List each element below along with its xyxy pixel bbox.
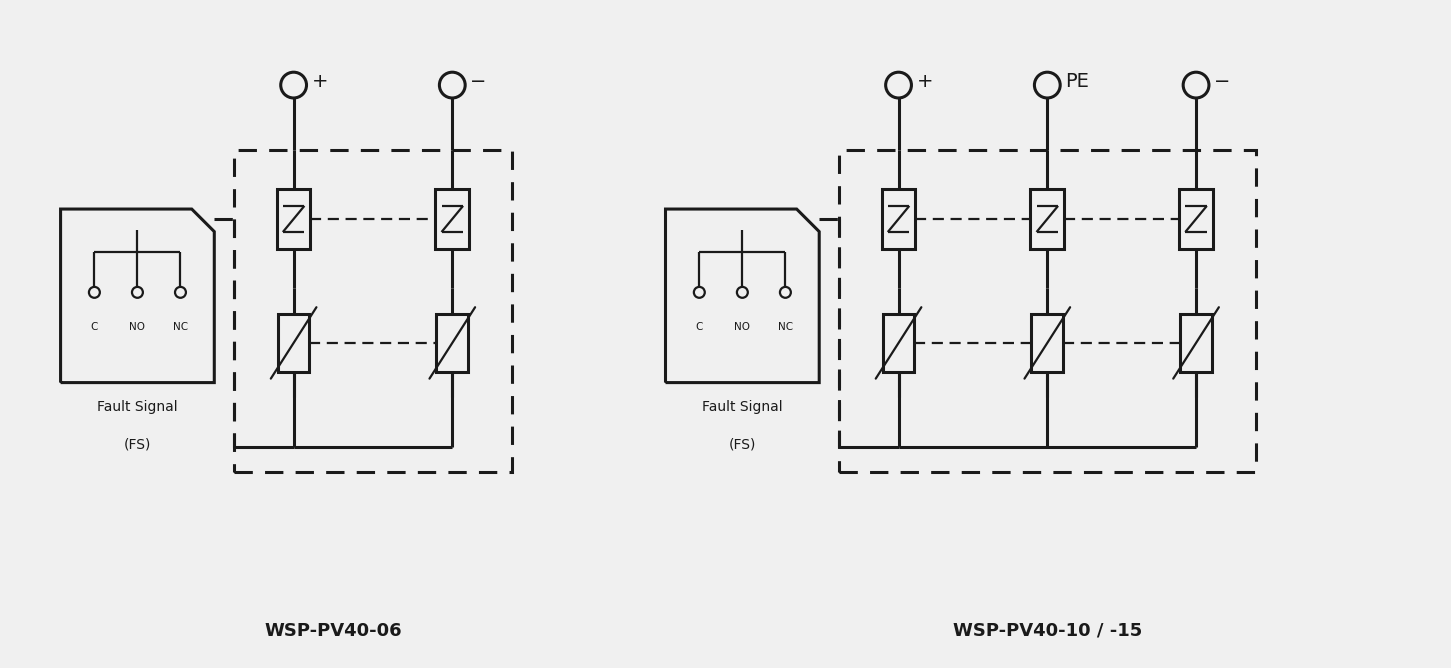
Text: Fault Signal: Fault Signal (97, 400, 177, 414)
Text: −: − (470, 71, 486, 91)
Bar (1030, 189, 1064, 248)
Text: PE: PE (1065, 71, 1090, 91)
Text: WSP-PV40-10 / -15: WSP-PV40-10 / -15 (953, 621, 1142, 639)
Text: −: − (1214, 71, 1230, 91)
Bar (1180, 189, 1213, 248)
Text: C: C (91, 322, 99, 332)
Text: NO: NO (734, 322, 750, 332)
Bar (277, 189, 311, 248)
Bar (1180, 314, 1212, 371)
Bar (234, 150, 512, 472)
Bar (437, 314, 469, 371)
Text: Fault Signal: Fault Signal (702, 400, 782, 414)
Text: NC: NC (173, 322, 189, 332)
Text: WSP-PV40-06: WSP-PV40-06 (264, 621, 402, 639)
Text: +: + (312, 71, 328, 91)
Bar (882, 314, 914, 371)
Bar (839, 150, 1255, 472)
Text: +: + (917, 71, 933, 91)
Text: NC: NC (778, 322, 792, 332)
Text: C: C (695, 322, 702, 332)
Text: (FS): (FS) (728, 437, 756, 451)
Text: (FS): (FS) (123, 437, 151, 451)
Text: NO: NO (129, 322, 145, 332)
Bar (1032, 314, 1064, 371)
Bar (435, 189, 469, 248)
Bar (277, 314, 309, 371)
Bar (882, 189, 916, 248)
